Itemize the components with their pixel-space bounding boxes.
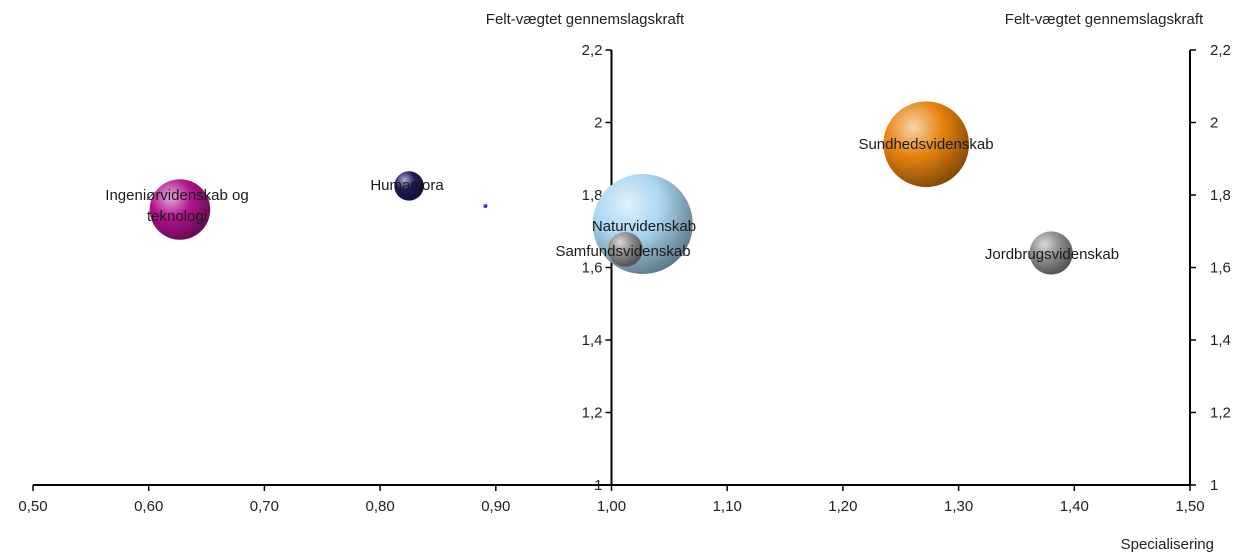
bubble-label: Ingeniørvidenskab og teknologi <box>105 187 248 225</box>
y-axis-right-tick-label: 1 <box>1210 477 1218 494</box>
y-axis-right-tick-label: 2 <box>1210 115 1218 132</box>
y-axis-right-tick-label: 1,4 <box>1210 332 1231 349</box>
bubble-labels: Ingeniørvidenskab og teknologi Humaniora Na… <box>105 136 1119 263</box>
x-tick-label: 1,20 <box>828 498 857 515</box>
y-axis-tick-label: 1 <box>594 477 602 494</box>
y-axis-right-tick-label: 2,2 <box>1210 42 1231 59</box>
x-tick-label: 0,50 <box>18 498 47 515</box>
bubble <box>608 232 643 267</box>
x-tick-label: 1,50 <box>1175 498 1204 515</box>
y-axis-tick-label: 2 <box>594 115 602 132</box>
bubble <box>883 101 970 188</box>
bubble-label: Jordbrugsvidenskab <box>985 246 1119 263</box>
bubbles <box>149 101 1073 275</box>
bubble <box>483 203 488 208</box>
bubble-label: Naturvidenskab <box>592 218 696 235</box>
y-axis-tick-label: 2,2 <box>582 42 603 59</box>
x-axis-title: Specialisering <box>1121 536 1214 553</box>
x-tick-label: 1,10 <box>713 498 742 515</box>
x-tick-label: 1,40 <box>1060 498 1089 515</box>
y-axis-title-right: Felt-vægtet gennemslagskraft <box>1005 11 1204 28</box>
bubble-label: Humaniora <box>370 177 444 194</box>
y-axis-tick-label: 1,2 <box>582 405 603 422</box>
axes: 0,50 0,60 0,70 0,80 0,90 1,00 1,10 1,20 1,30 1,40… <box>18 42 1230 515</box>
x-tick-label: 1,00 <box>597 498 626 515</box>
x-tick-label: 0,90 <box>481 498 510 515</box>
y-axis-tick-label: 1,8 <box>582 187 603 204</box>
x-tick-label: 1,30 <box>944 498 973 515</box>
x-tick-label: 0,80 <box>365 498 394 515</box>
bubble-label: Sundhedsvidenskab <box>858 136 993 153</box>
y-axis-tick-label: 1,6 <box>582 260 603 277</box>
x-tick-label: 0,60 <box>134 498 163 515</box>
y-axis-right-tick-label: 1,2 <box>1210 405 1231 422</box>
y-axis-right-tick-label: 1,8 <box>1210 187 1231 204</box>
y-axis-tick-label: 1,4 <box>582 332 603 349</box>
bubble <box>394 171 424 201</box>
y-axis-title: Felt-vægtet gennemslagskraft <box>486 11 685 28</box>
y-axis-right-tick-label: 1,6 <box>1210 260 1231 277</box>
bubble <box>149 179 211 240</box>
bubble <box>1029 231 1073 275</box>
x-tick-label: 0,70 <box>250 498 279 515</box>
bubble-label: Samfundsvidenskab <box>555 243 690 260</box>
